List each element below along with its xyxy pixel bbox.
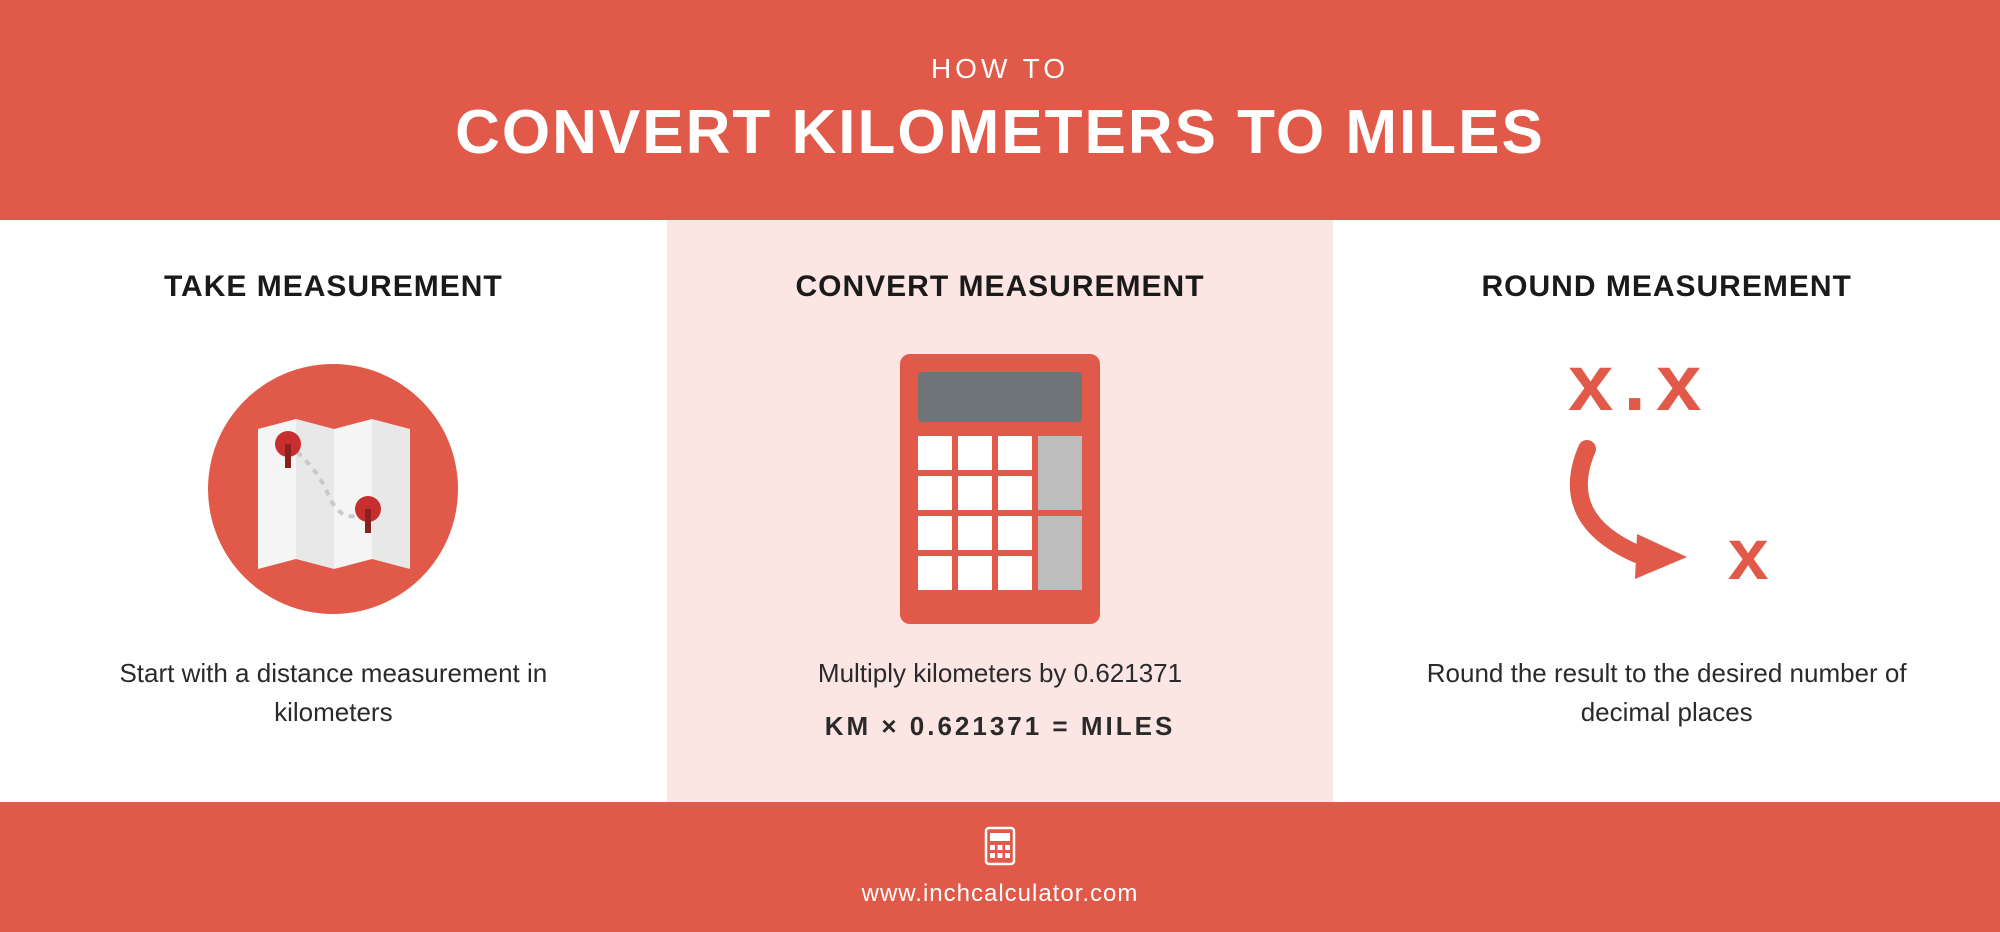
header-title: CONVERT KILOMETERS TO MILES bbox=[455, 97, 1545, 168]
panel-convert-formula: KM × 0.621371 = MILES bbox=[825, 711, 1176, 742]
panel-convert-desc: Multiply kilometers by 0.621371 bbox=[818, 654, 1182, 693]
calculator-icon bbox=[890, 344, 1110, 634]
footer-url: www.inchcalculator.com bbox=[862, 880, 1139, 908]
map-icon bbox=[203, 344, 463, 634]
round-icon: x.x x bbox=[1507, 344, 1827, 634]
panel-round: ROUND MEASUREMENT x.x x Round the result… bbox=[1333, 220, 2000, 802]
panel-take: TAKE MEASUREMENT Start with a distance m… bbox=[0, 220, 667, 802]
panel-convert-title: CONVERT MEASUREMENT bbox=[796, 270, 1205, 304]
panel-take-desc: Start with a distance measurement in kil… bbox=[60, 654, 607, 732]
footer-calculator-icon bbox=[980, 826, 1020, 866]
header: HOW TO CONVERT KILOMETERS TO MILES bbox=[0, 0, 2000, 220]
round-small-text: x bbox=[1727, 519, 1770, 601]
panel-convert: CONVERT MEASUREMENT bbox=[667, 220, 1334, 802]
footer: www.inchcalculator.com bbox=[0, 802, 2000, 932]
panel-round-desc: Round the result to the desired number o… bbox=[1393, 654, 1940, 732]
panel-round-title: ROUND MEASUREMENT bbox=[1482, 270, 1852, 304]
header-eyebrow: HOW TO bbox=[931, 53, 1069, 85]
panel-take-title: TAKE MEASUREMENT bbox=[164, 270, 503, 304]
round-big-text: x.x bbox=[1567, 344, 1699, 435]
main-content: TAKE MEASUREMENT Start with a distance m… bbox=[0, 220, 2000, 802]
